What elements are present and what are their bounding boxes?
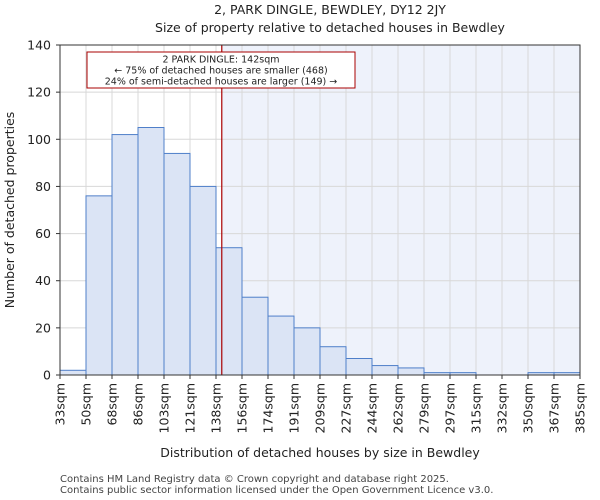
- x-tick-label: 86sqm: [131, 383, 146, 426]
- x-tick-label: 332sqm: [495, 383, 510, 433]
- annotation-line-title: 2 PARK DINGLE: 142sqm: [162, 55, 279, 66]
- x-tick-label: 174sqm: [261, 383, 276, 433]
- y-tick-label: 60: [35, 226, 51, 241]
- x-tick-label: 367sqm: [547, 383, 562, 433]
- y-tick-label: 100: [27, 132, 51, 147]
- x-tick-label: 50sqm: [79, 383, 94, 426]
- bar: [163, 152, 191, 376]
- x-tick-label: 209sqm: [313, 383, 328, 433]
- bar: [293, 327, 321, 376]
- x-axis-ticks: 33sqm 50sqm 68sqm 86sqm 103sqm 121sqm 138sqm 15…: [53, 375, 588, 433]
- x-tick-label: 297sqm: [443, 383, 458, 433]
- bar: [241, 296, 269, 376]
- y-axis-title: Number of detached properties: [2, 112, 17, 309]
- marker-annotation: 2 PARK DINGLE: 142sqm ← 75% of detached …: [86, 51, 356, 89]
- x-tick-label: 385sqm: [573, 383, 588, 433]
- y-tick-label: 20: [35, 320, 51, 335]
- y-tick-label: 80: [35, 179, 51, 194]
- y-tick-label: 40: [35, 273, 51, 288]
- x-tick-label: 244sqm: [365, 383, 380, 433]
- x-tick-label: 227sqm: [339, 383, 354, 433]
- y-tick-label: 140: [27, 38, 51, 53]
- x-tick-label: 315sqm: [469, 383, 484, 433]
- x-tick-label: 262sqm: [391, 383, 406, 433]
- bar: [397, 367, 425, 376]
- bar: [345, 358, 373, 376]
- bar: [59, 369, 87, 376]
- annotation-box: [86, 51, 356, 89]
- bar: [111, 134, 139, 376]
- bar: [85, 195, 113, 376]
- x-tick-label: 156sqm: [235, 383, 250, 433]
- y-axis-ticks: 0 20 40 60 80 100 120 140: [27, 38, 60, 383]
- bar: [319, 346, 347, 376]
- bar: [137, 127, 165, 376]
- chart-subtitle: Size of property relative to detached ho…: [155, 20, 505, 35]
- x-tick-label: 33sqm: [53, 383, 68, 426]
- x-tick-label: 68sqm: [105, 383, 120, 426]
- chart-title: 2, PARK DINGLE, BEWDLEY, DY12 2JY: [214, 2, 446, 17]
- x-tick-label: 279sqm: [417, 383, 432, 433]
- y-tick-label: 120: [27, 85, 51, 100]
- x-tick-label: 350sqm: [521, 383, 536, 433]
- y-tick-label: 0: [43, 368, 51, 383]
- bar: [371, 365, 399, 376]
- x-tick-label: 103sqm: [157, 383, 172, 433]
- x-axis-title: Distribution of detached houses by size …: [160, 445, 480, 460]
- footer-copyright: Contains HM Land Registry data © Crown c…: [60, 474, 449, 485]
- annotation-line-smaller: ← 75% of detached houses are smaller (46…: [114, 66, 327, 77]
- x-tick-label: 121sqm: [183, 383, 198, 433]
- bar: [189, 185, 217, 376]
- footer-licence: Contains public sector information licen…: [60, 485, 494, 496]
- bars: [59, 127, 581, 376]
- x-tick-label: 191sqm: [287, 383, 302, 433]
- bar: [215, 247, 243, 376]
- bar: [267, 315, 295, 376]
- annotation-line-larger: 24% of semi-detached houses are larger (…: [105, 77, 338, 88]
- x-tick-label: 138sqm: [209, 383, 224, 433]
